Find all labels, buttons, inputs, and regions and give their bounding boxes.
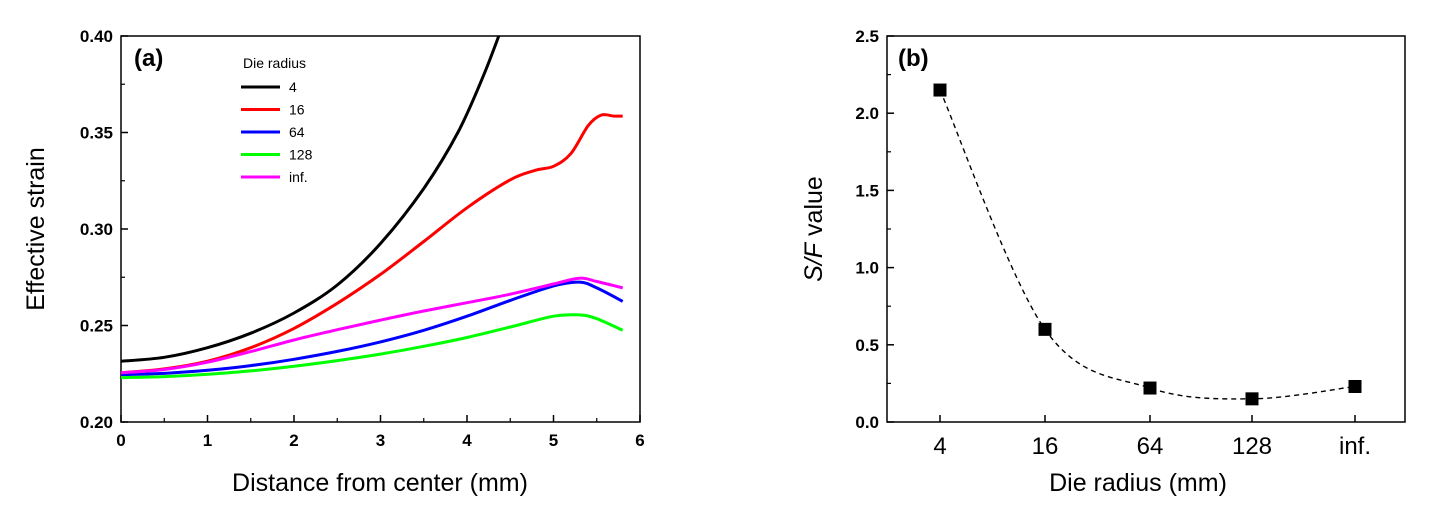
x-category-labels-b: 4 16 64 128 inf.: [933, 433, 1371, 460]
x-category-label: 16: [1032, 433, 1059, 460]
y-axis-label-b: S/F value: [800, 176, 828, 282]
y-tick-label: 0.40: [80, 27, 113, 46]
x-tick-label: 0: [116, 431, 125, 450]
legend-entry: 64: [289, 124, 305, 140]
x-tick-label: 5: [549, 431, 558, 450]
x-tick-label: 2: [289, 431, 298, 450]
marker-inf: [1348, 379, 1362, 393]
chart-b: 4 16 64 128 inf. 0.0 0.5 1.0 1.5 2.0 2.5 (b) Die …: [800, 27, 1406, 497]
legend-entry: 4: [289, 79, 297, 95]
marker-4: [933, 83, 947, 97]
plot-frame-b: [886, 35, 1406, 423]
legend-entry: 128: [289, 147, 313, 163]
chart-a: 0 1 2 3 4 5 6 0.20 0.25 0.30 0.35 0.40 (a) Die rad…: [22, 27, 645, 497]
y-tick-label: 0.5: [855, 336, 879, 355]
series-line-inf: [121, 276, 624, 375]
x-axis-label-a: Distance from center (mm): [232, 469, 528, 497]
y-tick-label: 0.35: [80, 124, 113, 143]
y-tick-label: 0.20: [80, 413, 113, 432]
ticks-a: [120, 35, 641, 423]
y-tick-label: 2.5: [855, 27, 879, 46]
x-tick-label: 6: [635, 431, 644, 450]
y-axis-label-a: Effective strain: [22, 147, 50, 311]
series-line-4: [121, 36, 501, 363]
series-line-16: [121, 113, 623, 375]
y-tick-label: 1.0: [855, 259, 879, 278]
series-line-64: [121, 280, 624, 377]
y-tick-label: 0.25: [80, 317, 113, 336]
y-axis-label-rest-b: value: [800, 176, 828, 243]
legend-a: Die radius 4 16 64 128 inf.: [241, 55, 313, 185]
x-tick-label: 4: [462, 431, 472, 450]
marker-128: [1245, 392, 1259, 406]
y-tick-label: 0.30: [80, 220, 113, 239]
x-category-label: 4: [933, 433, 946, 460]
legend-entry: inf.: [289, 169, 308, 185]
markers-b: [933, 83, 1362, 406]
x-category-label: inf.: [1339, 433, 1371, 460]
y-tick-label: 2.0: [855, 104, 879, 123]
y-axis-label-italic-b: S/F: [800, 241, 828, 282]
y-tick-labels-b: 0.0 0.5 1.0 1.5 2.0 2.5: [855, 27, 879, 432]
y-tick-labels-a: 0.20 0.25 0.30 0.35 0.40: [80, 27, 113, 432]
series-lines-a: [121, 36, 624, 380]
x-tick-label: 1: [203, 431, 212, 450]
panel-label-a: (a): [134, 45, 163, 72]
x-axis-label-b: Die radius (mm): [1049, 469, 1227, 497]
x-tick-labels-a: 0 1 2 3 4 5 6: [116, 431, 644, 450]
series-line-128: [121, 313, 624, 380]
x-tick-label: 3: [376, 431, 385, 450]
y-tick-label: 0.0: [855, 413, 879, 432]
panel-label-b: (b): [898, 45, 929, 72]
x-category-label: 128: [1232, 433, 1272, 460]
marker-64: [1143, 381, 1157, 395]
ticks-b: [887, 35, 1356, 423]
dashed-connector-b: [939, 89, 1356, 400]
y-tick-label: 1.5: [855, 181, 879, 200]
legend-entry: 16: [289, 102, 305, 118]
legend-title-a: Die radius: [243, 55, 306, 71]
x-category-label: 64: [1137, 433, 1164, 460]
marker-16: [1038, 322, 1052, 336]
